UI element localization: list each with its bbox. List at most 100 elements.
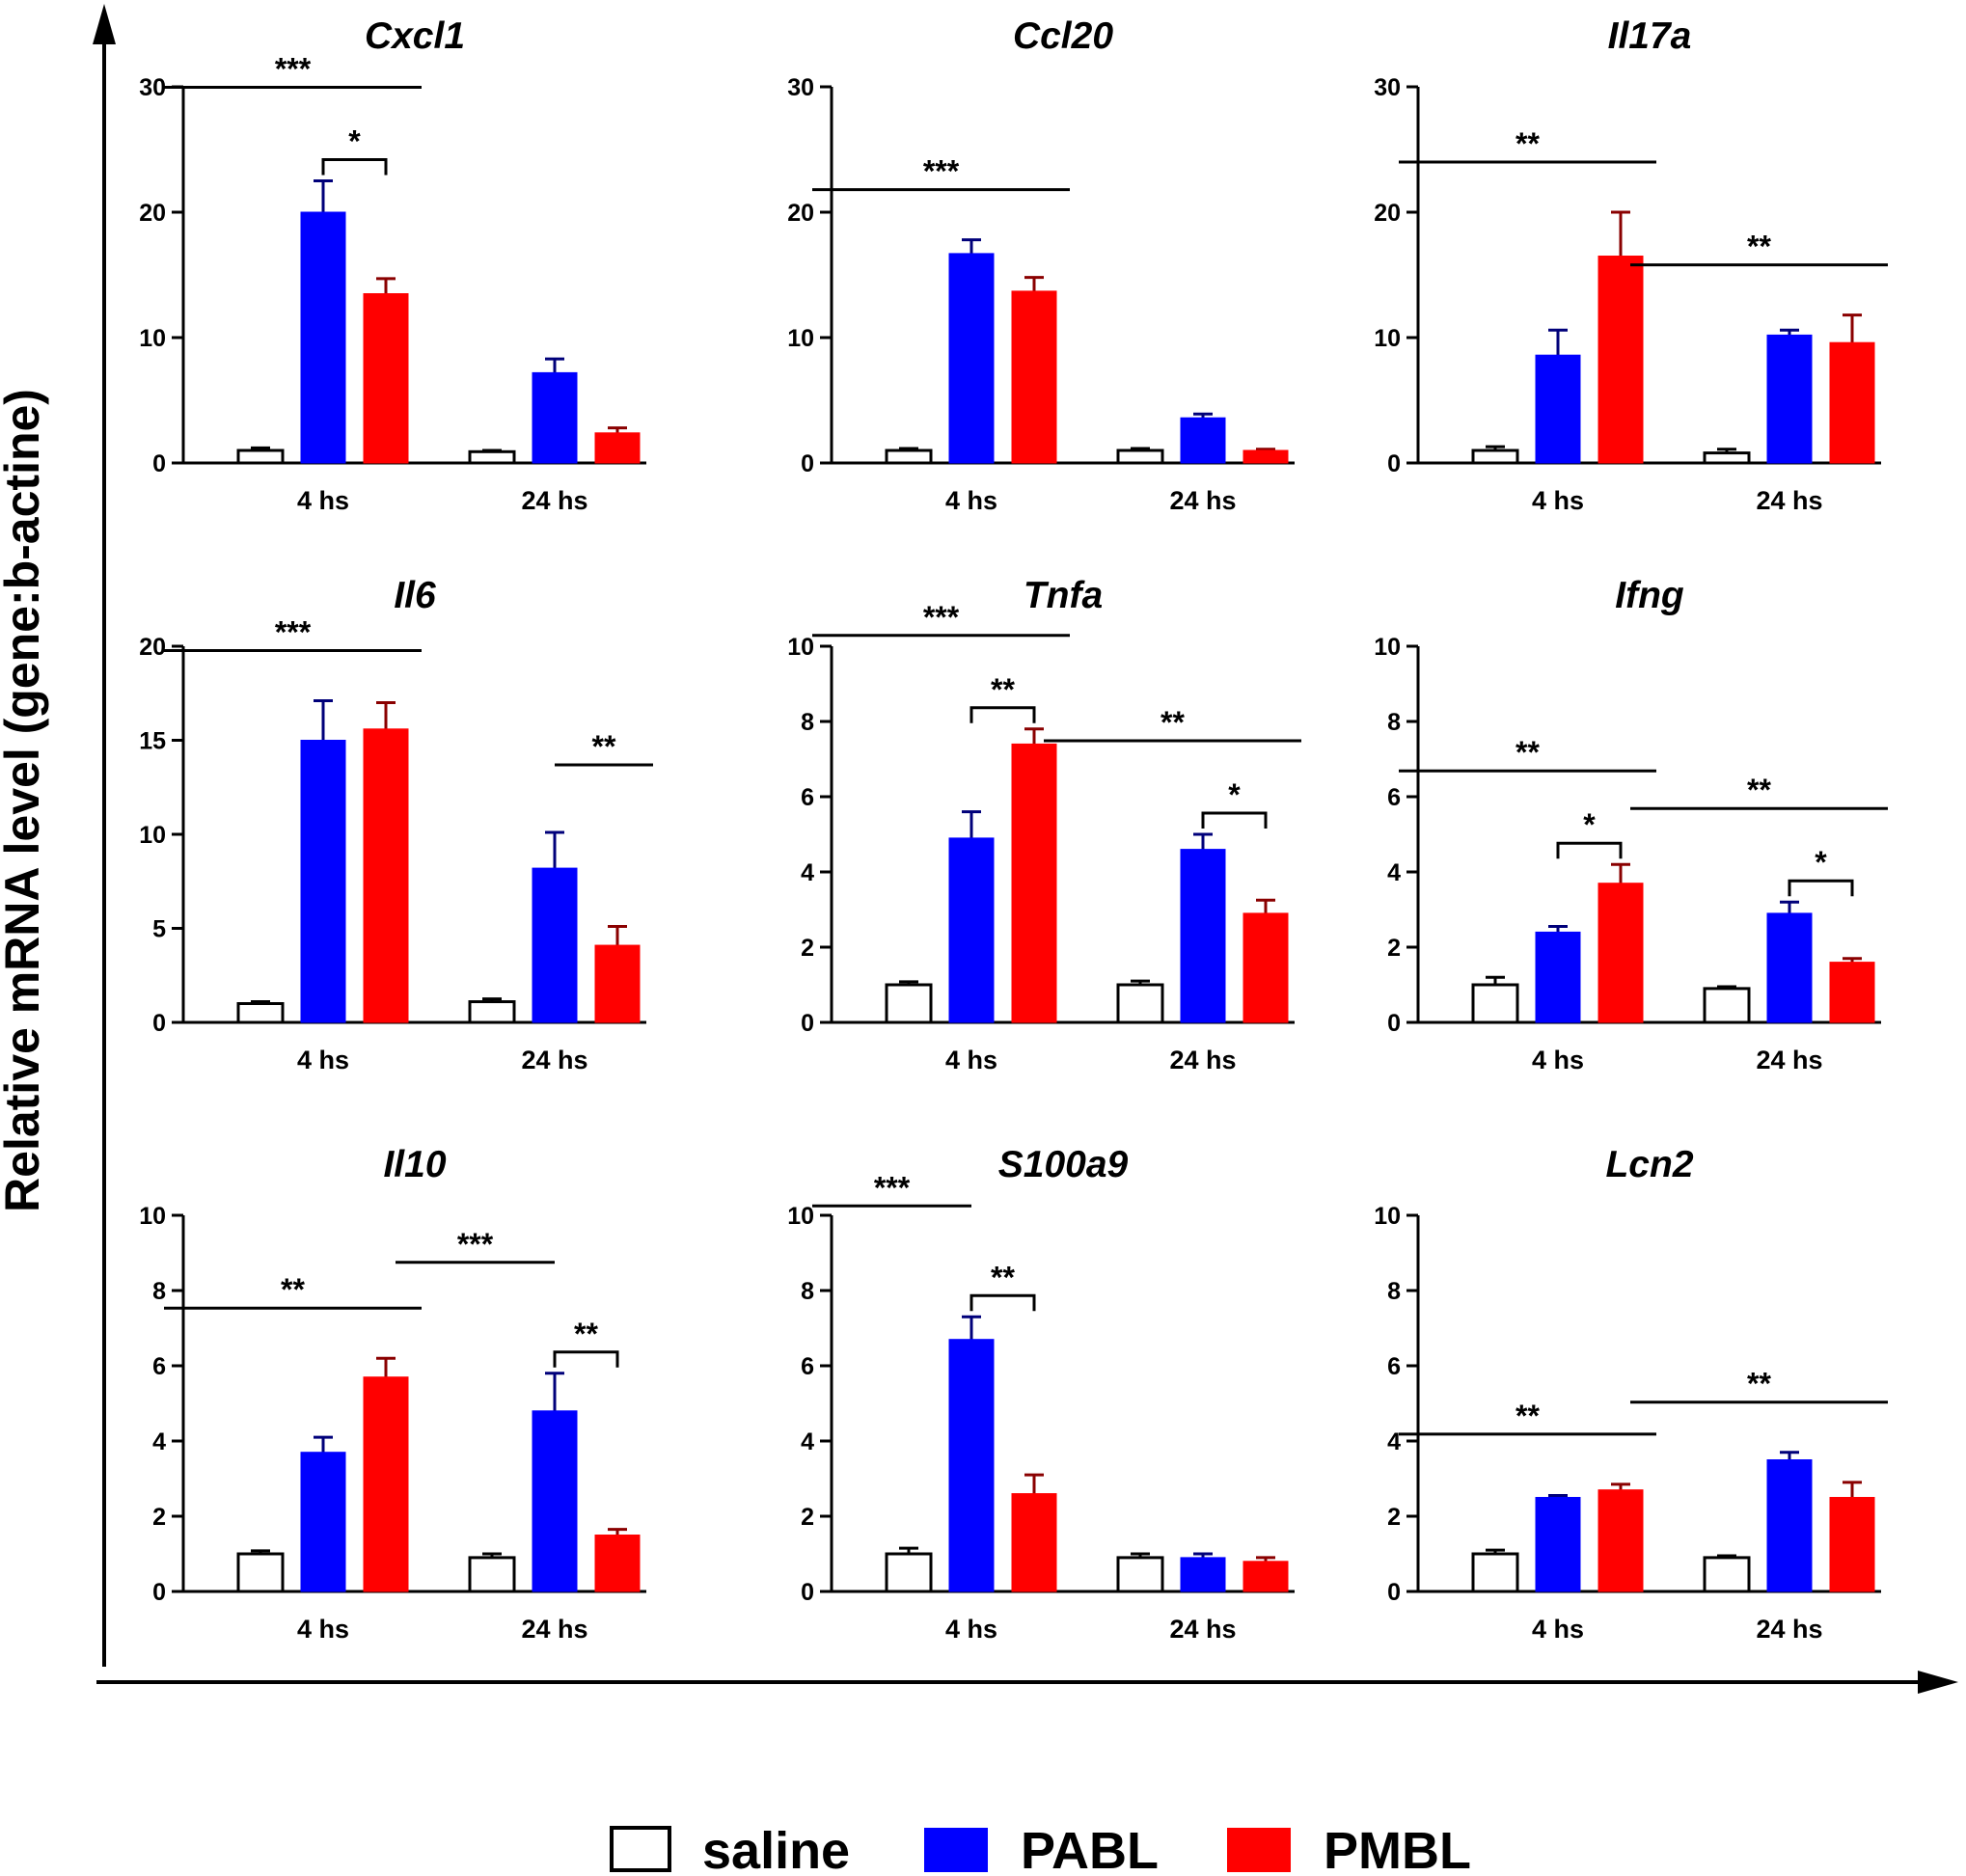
bar-saline: [1703, 451, 1751, 465]
x-category-label: 24 hs: [521, 486, 587, 515]
y-tick-label: 20: [139, 634, 166, 661]
y-tick-label: 0: [801, 450, 814, 477]
bar-pmbl: [594, 432, 641, 464]
bar-pabl: [1535, 354, 1581, 464]
y-tick-label: 2: [801, 1504, 814, 1531]
y-tick-label: 0: [152, 1579, 166, 1606]
significance-bracket: [969, 706, 1036, 723]
global-y-axis: [93, 4, 116, 1667]
x-category-label: 24 hs: [521, 1046, 587, 1074]
y-tick-label: 4: [1387, 859, 1401, 886]
x-category-label: 24 hs: [1169, 1615, 1236, 1644]
y-axis-label: Relative mRNA level (gene:b-actine): [0, 389, 49, 1212]
y-tick-label: 8: [1387, 709, 1401, 736]
y-tick-label: 20: [139, 200, 166, 227]
bar-pmbl: [1242, 912, 1289, 1023]
y-tick-label: 0: [152, 450, 166, 477]
significance-bracket: [1788, 879, 1854, 897]
bar-pabl: [532, 867, 578, 1023]
y-tick-label: 15: [139, 728, 166, 755]
bar-pabl: [1535, 1497, 1581, 1592]
significance-label: **: [1515, 126, 1540, 161]
bar-pabl: [1180, 1557, 1226, 1592]
legend-item-pabl: PABL: [924, 1822, 1159, 1876]
y-tick-label: 10: [1374, 634, 1401, 661]
chart-title: Tnfa: [1024, 575, 1103, 616]
chart-panel-lcn2: Lcn2 0 2 4 6 8 10 4 hs 24 hs ** **: [1374, 1144, 1888, 1644]
bar-saline: [885, 983, 933, 1024]
significance-label: **: [1515, 1399, 1540, 1433]
x-category-label: 4 hs: [945, 1046, 997, 1074]
legend-swatch-saline: [610, 1826, 671, 1872]
bar-saline: [236, 449, 285, 465]
bar-saline: [236, 1002, 285, 1024]
x-category-label: 24 hs: [1169, 1046, 1236, 1074]
significance-label: ***: [457, 1227, 494, 1262]
y-tick-label: 0: [1387, 450, 1401, 477]
chart-panel-il17a: Il17a 0 10 20 30 4 hs 24 hs ** **: [1374, 15, 1888, 515]
chart-title: Il10: [383, 1144, 446, 1185]
bar-saline: [468, 1556, 516, 1593]
y-tick-label: 2: [1387, 1504, 1401, 1531]
significance-label: **: [991, 672, 1015, 707]
significance-label: ***: [923, 600, 960, 635]
bar-pabl: [1535, 931, 1581, 1023]
x-category-label: 4 hs: [945, 1615, 997, 1644]
y-tick-label: 6: [801, 784, 814, 811]
bar-saline: [1116, 1556, 1164, 1593]
legend-label-pmbl: PMBL: [1324, 1822, 1471, 1876]
y-tick-label: 10: [1374, 1203, 1401, 1230]
y-tick-label: 4: [801, 1428, 814, 1455]
y-tick-label: 4: [801, 859, 814, 886]
significance-label: **: [281, 1272, 305, 1307]
bar-pmbl: [1829, 1497, 1875, 1592]
chart-title: Ccl20: [1013, 15, 1113, 57]
bar-pabl: [300, 1452, 346, 1592]
significance-label: ***: [874, 1170, 911, 1205]
bar-saline: [1116, 449, 1164, 465]
bar-saline: [1703, 987, 1751, 1024]
y-tick-label: 0: [1387, 1579, 1401, 1606]
significance-label: ***: [275, 52, 312, 87]
x-category-label: 4 hs: [1532, 486, 1584, 515]
bar-pmbl: [594, 1535, 641, 1592]
bar-pabl: [1180, 417, 1226, 464]
chart-panel-ccl20: Ccl20 0 10 20 30 4 hs 24 hs ***: [787, 15, 1295, 515]
legend-swatch-pmbl: [1227, 1828, 1291, 1872]
bar-pabl: [948, 253, 995, 464]
bar-pabl: [300, 740, 346, 1023]
bar-pmbl: [363, 1376, 409, 1592]
y-tick-label: 10: [1374, 325, 1401, 352]
bar-pmbl: [1011, 290, 1057, 464]
y-tick-label: 10: [139, 822, 166, 849]
legend-item-pmbl: PMBL: [1227, 1822, 1471, 1876]
y-tick-label: 4: [1387, 1428, 1401, 1455]
x-category-label: 4 hs: [945, 486, 997, 515]
significance-label: *: [1583, 807, 1596, 842]
y-tick-label: 4: [152, 1428, 166, 1455]
legend-swatch-pabl: [924, 1828, 988, 1872]
x-category-label: 24 hs: [1756, 1046, 1822, 1074]
significance-label: *: [1815, 845, 1827, 880]
bar-saline: [468, 449, 516, 465]
bar-saline: [1471, 1552, 1519, 1593]
y-tick-label: 8: [801, 709, 814, 736]
x-category-label: 4 hs: [297, 1615, 349, 1644]
bar-pmbl: [363, 293, 409, 464]
bar-pmbl: [594, 944, 641, 1023]
y-tick-label: 2: [1387, 935, 1401, 962]
chart-title: Ifng: [1615, 575, 1684, 616]
x-category-label: 4 hs: [1532, 1046, 1584, 1074]
y-tick-label: 8: [801, 1278, 814, 1305]
y-tick-label: 30: [139, 74, 166, 101]
chart-title: Il6: [394, 575, 436, 616]
bar-pabl: [948, 837, 995, 1023]
legend-item-saline: saline: [610, 1822, 850, 1876]
x-category-label: 24 hs: [1169, 486, 1236, 515]
y-tick-label: 20: [787, 200, 814, 227]
